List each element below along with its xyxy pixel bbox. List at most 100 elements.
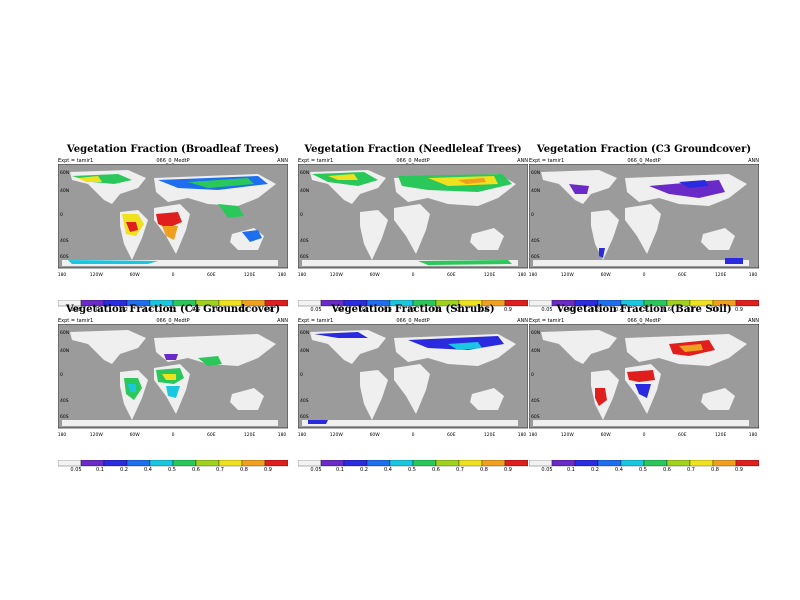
lon-tick-label: 60E [447,272,456,278]
lon-tick-label: 0 [643,272,646,278]
season-label: ANN [277,158,288,164]
colorbar-swatch [666,460,691,467]
run-label: 066_0_MedtP [156,158,190,164]
cb-label: 0.8 [711,467,719,473]
cb-label: 0.5 [408,467,416,473]
chart-title: Vegetation Fraction (C3 Groundcover) [536,144,752,155]
panel-shrubs: Vegetation Fraction (Shrubs) Expt = tami… [298,304,528,486]
colorbar-swatch [58,460,82,467]
cb-label: 0.6 [192,307,200,313]
lat-tick-label: 0 [60,372,63,378]
lat-tick-label: 40N [60,348,69,354]
cb-label: 0.2 [120,467,128,473]
lat-tick-label: 40N [300,348,309,354]
cb-label: 0.8 [240,307,248,313]
lon-tick-label: 120E [715,432,727,438]
lat-tick-label: 60N [531,330,540,336]
lat-tick-label: 0 [60,212,63,218]
lon-tick-label: 120E [244,272,256,278]
colorbar-swatch [458,460,483,467]
lon-tick-label: 180 [58,272,66,278]
map-needleleaf: 180 120W 60W 0 60E 120E 180 60N 40N 0 40S 60S [298,164,528,278]
lat-tick-label: 60N [300,330,309,336]
cb-label: 0.5 [639,467,647,473]
lat-tick-label: 40S [300,238,309,244]
cb-label: 0.4 [144,307,152,313]
lat-tick-label: 0 [300,212,303,218]
lon-tick-label: 60W [601,272,612,278]
lon-tick-label: 0 [412,272,415,278]
lat-tick-label: 40N [300,188,309,194]
colorbar-swatch [435,460,460,467]
cb-label: 0.8 [480,467,488,473]
lon-tick-label: 120W [90,272,104,278]
panel-c3-groundcover: Vegetation Fraction (C3 Groundcover) Exp… [529,144,759,326]
cb-label: 0.05 [70,467,82,473]
lon-tick-label: 120E [715,272,727,278]
cb-label: 0.8 [480,307,488,313]
colorbar-labels: 0.05 0.1 0.2 0.4 0.5 0.6 0.7 0.8 0.9 [529,307,759,315]
cb-label: 0.9 [735,307,743,313]
chart-title: Vegetation Fraction (Shrubs) [331,304,495,315]
cb-label: 0.5 [639,307,647,313]
colorbar-swatch [620,460,645,467]
lat-tick-label: 40S [300,398,309,404]
colorbar-swatch [103,460,128,467]
lon-tick-label: 120W [330,432,344,438]
lat-tick-label: 60N [531,170,540,176]
cb-label: 0.7 [216,307,224,313]
lon-tick-label: 0 [412,432,415,438]
lon-tick-label: 180 [749,432,758,438]
colorbar-labels: 0.05 0.1 0.2 0.4 0.5 0.6 0.7 0.8 0.9 [298,467,528,475]
cb-label: 0.8 [711,307,719,313]
map-c4: 180 120W 60W 0 60E 120E 180 60N 40N 0 40S 60S [58,324,288,438]
cb-label: 0.9 [264,467,272,473]
lon-tick-label: 60E [678,432,687,438]
cb-label: 0.7 [687,467,695,473]
lon-tick-label: 120W [561,272,575,278]
lon-tick-label: 60E [678,272,687,278]
lon-tick-label: 60W [130,432,141,438]
map-shrubs: 180 120W 60W 0 60E 120E 180 60N 40N 0 40S 60S [298,324,528,438]
panel-needleleaf-trees: Vegetation Fraction (Needleleaf Trees) E… [298,144,528,326]
lon-tick-label: 60W [370,272,381,278]
cb-label: 0.2 [360,307,368,313]
lon-tick-label: 180 [278,272,287,278]
cb-label: 0.1 [96,467,104,473]
chart-title: Vegetation Fraction (C4 Groundcover) [65,304,281,315]
colorbar [529,460,759,467]
lat-tick-label: 60S [531,254,540,260]
lat-tick-label: 0 [531,212,534,218]
experiment-label: Expt = tamir1 [58,318,94,324]
season-label: ANN [517,318,528,324]
experiment-label: Expt = tamir1 [58,158,94,164]
cb-label: 0.9 [504,307,512,313]
colorbar-swatch [195,460,220,467]
cb-label: 0.2 [591,307,599,313]
cb-label: 0.9 [735,467,743,473]
cb-label: 0.2 [591,467,599,473]
colorbar-swatch [264,300,288,307]
chart-title: Vegetation Fraction (Needleleaf Trees) [304,144,522,155]
colorbar-swatch [689,460,714,467]
lon-tick-label: 180 [298,272,306,278]
season-label: ANN [517,158,528,164]
season-label: ANN [277,318,288,324]
lat-tick-label: 60S [531,414,540,420]
experiment-label: Expt = tamir1 [529,158,565,164]
panel-broadleaf-trees: Vegetation Fraction (Broadleaf Trees) Ex… [58,144,288,326]
cb-label: 0.1 [336,467,344,473]
chart-title: Vegetation Fraction (Bare Soil) [556,304,732,315]
cb-label: 0.5 [168,467,176,473]
panel-bare-soil: Vegetation Fraction (Bare Soil) Expt = t… [529,304,759,486]
lat-tick-label: 60S [300,414,309,420]
lat-tick-label: 60N [60,330,69,336]
lon-tick-label: 120E [244,432,256,438]
colorbar-swatch [264,460,288,467]
lon-tick-label: 60W [130,272,141,278]
cb-label: 0.4 [615,467,623,473]
cb-label: 0.7 [216,467,224,473]
lon-tick-label: 60W [601,432,612,438]
run-label: 066_0_MedtP [627,318,661,324]
map-broadleaf: 180 120W 60W 0 60E 120E 180 60N 40N 0 40S 60S [58,164,288,278]
